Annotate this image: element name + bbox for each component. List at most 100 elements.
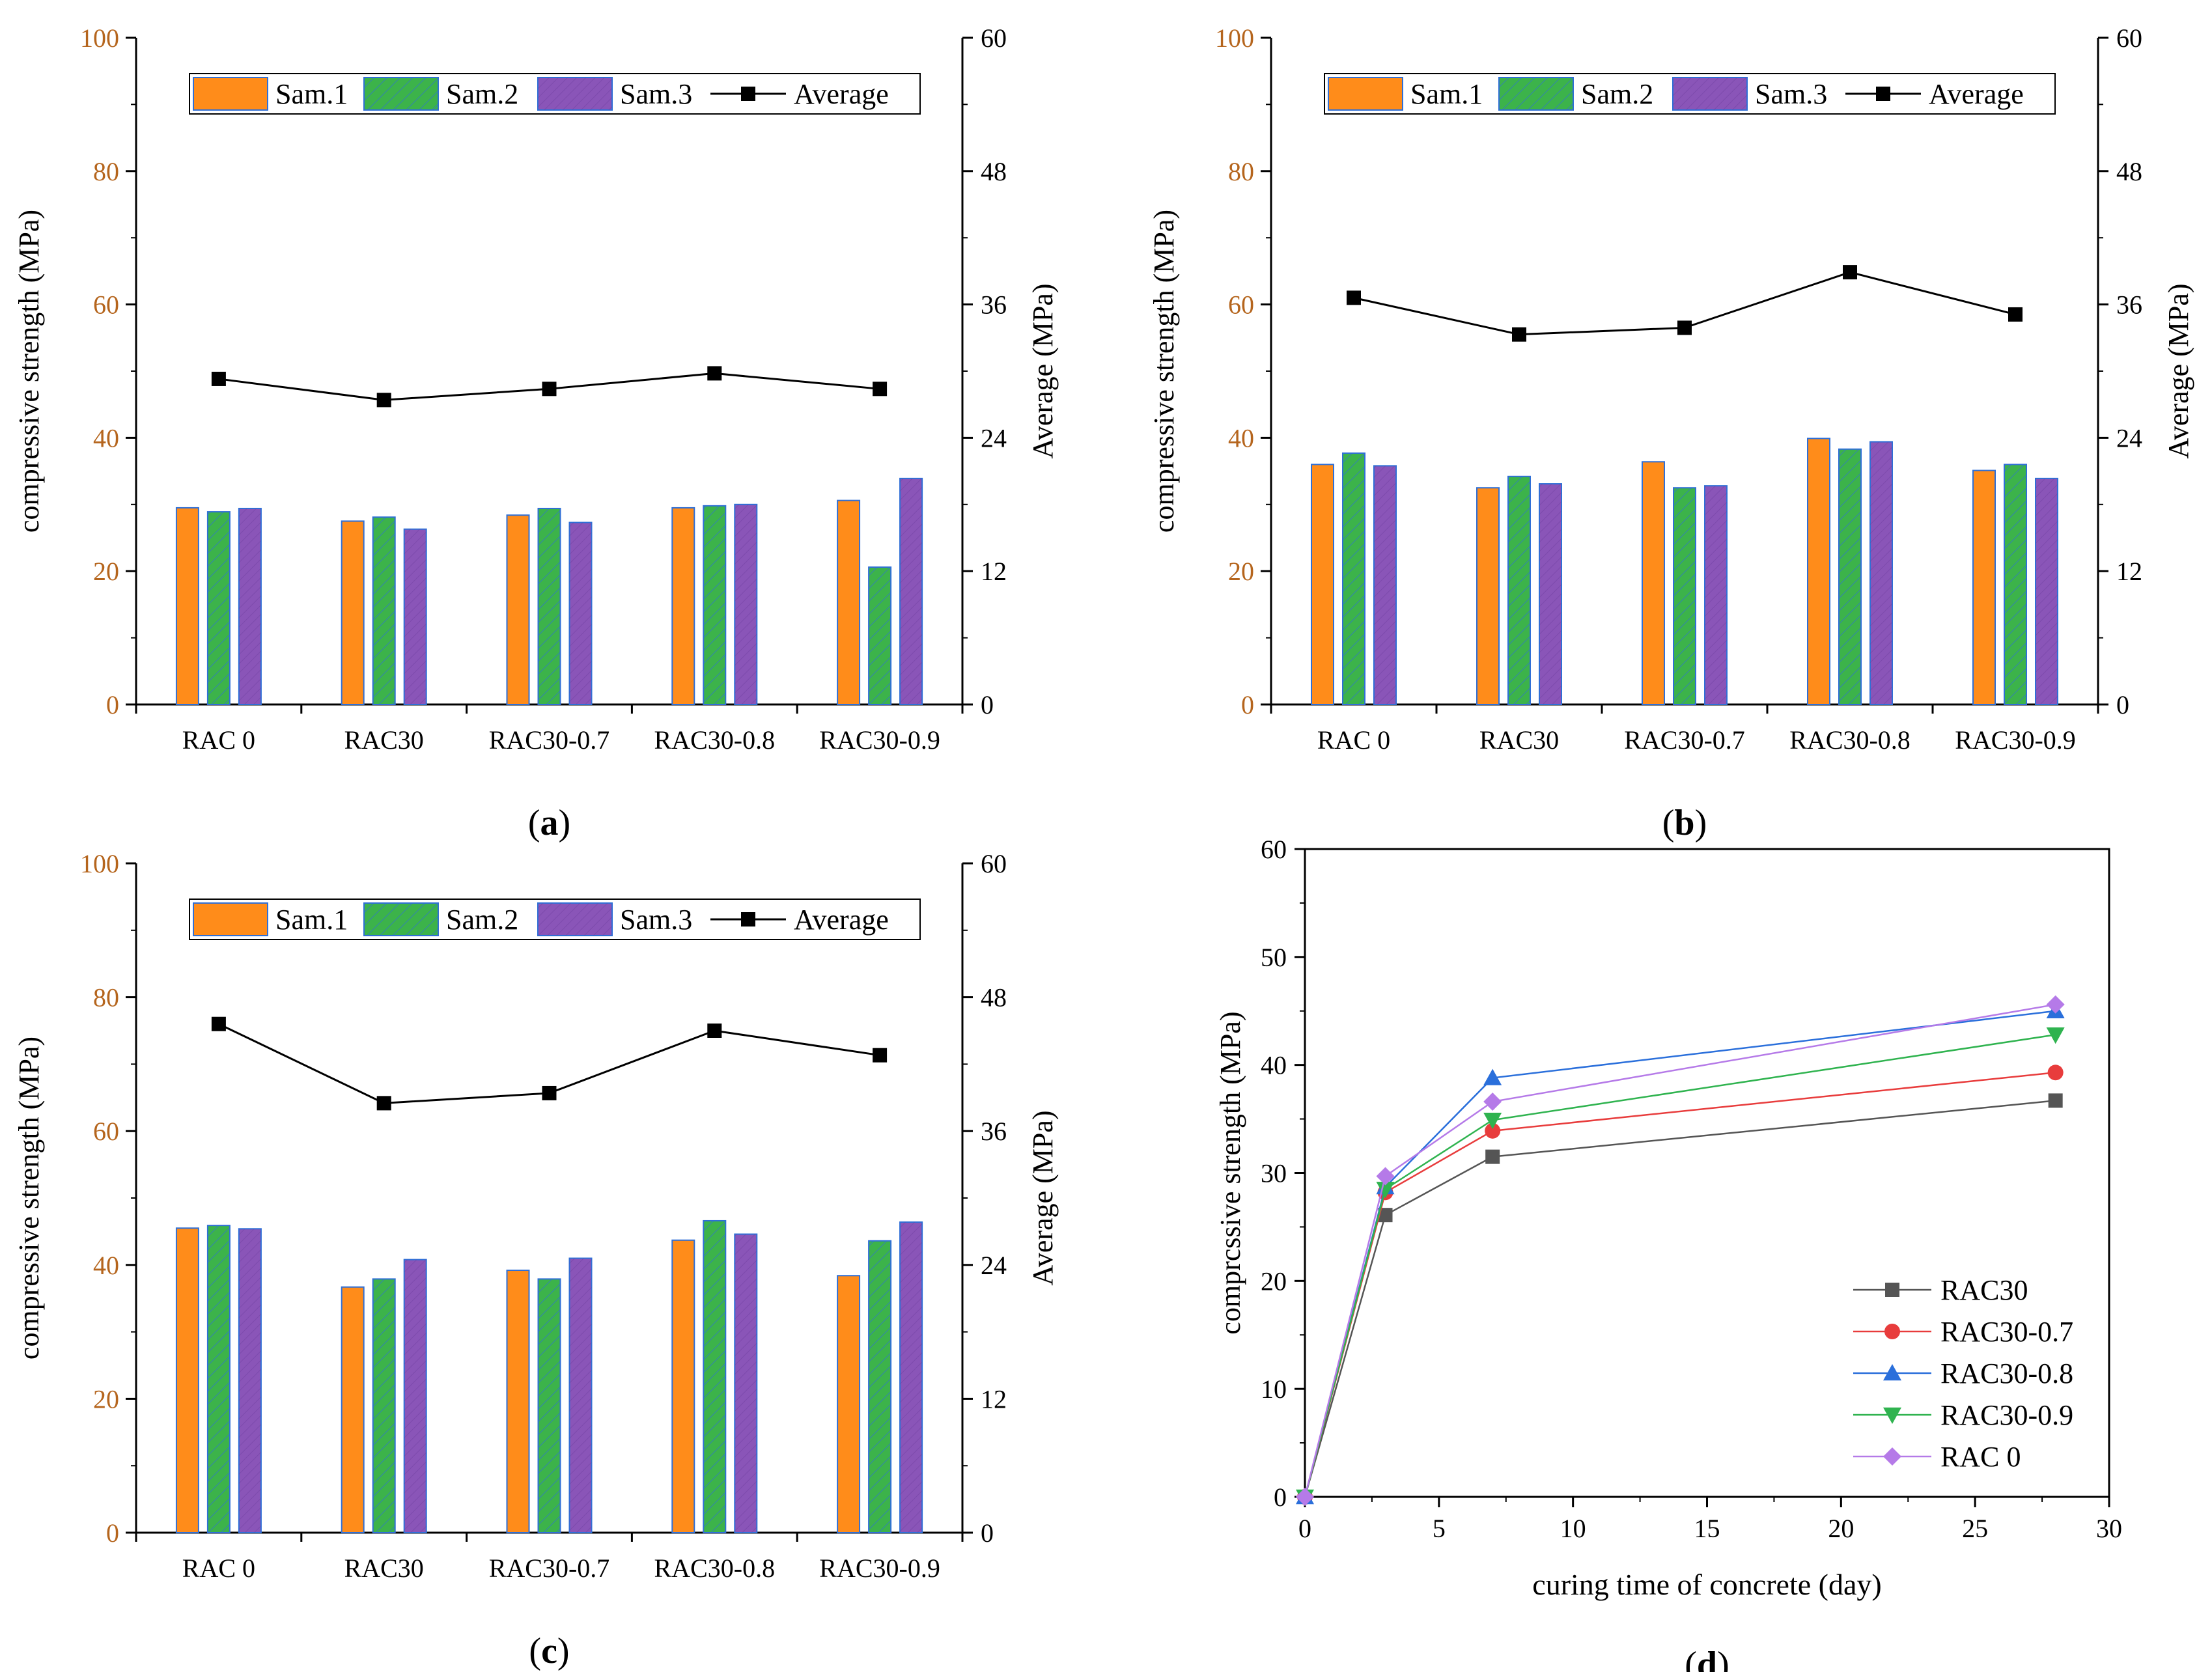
x-tick-label: RAC30-0.9: [1955, 725, 2076, 755]
y2-tick-label: 60: [2116, 23, 2142, 53]
bar-hatch: [2004, 464, 2026, 704]
marker-circle: [1485, 1122, 1501, 1139]
caption-part: ): [1717, 1645, 1729, 1672]
bar-hatch: [372, 1279, 395, 1533]
y2-tick-label: 0: [981, 1518, 994, 1548]
y-tick-label: 100: [1215, 23, 1254, 53]
bar-hatch: [703, 1220, 726, 1533]
y-tick-label: 20: [1228, 557, 1254, 586]
x-tick-label: RAC30: [344, 725, 424, 755]
y2-tick-label: 12: [2116, 557, 2142, 586]
average-point: [707, 366, 722, 381]
y2-tick-label: 0: [981, 690, 994, 719]
caption-part: b: [1674, 803, 1694, 843]
legend-label: Average: [794, 78, 889, 110]
bar-hatch: [538, 508, 561, 704]
y2-tick-label: 36: [981, 290, 1007, 320]
legend-label: RAC30-0.7: [1940, 1316, 2073, 1348]
legend-marker: [741, 912, 755, 927]
average-point: [1843, 265, 1857, 280]
legend-marker: [1876, 87, 1890, 101]
y2-tick-label: 12: [981, 1384, 1007, 1414]
bar-hatch: [372, 517, 395, 704]
average-point: [542, 1085, 557, 1100]
x-tick-label: RAC30-0.8: [654, 1554, 776, 1583]
y-tick-label: 80: [93, 983, 119, 1012]
bar: [837, 1275, 861, 1534]
average-point: [211, 371, 226, 386]
legend-label: Average: [1929, 78, 2024, 110]
y-tick-label: 100: [80, 849, 119, 878]
bar-hatch: [2036, 478, 2058, 704]
legend-swatch: [1328, 77, 1403, 111]
panel-caption: (c): [529, 1631, 569, 1671]
panel-caption: (a): [528, 803, 570, 843]
bar-hatch: [538, 1279, 561, 1533]
y-tick-label: 40: [93, 423, 119, 453]
average-point: [376, 393, 391, 408]
x-tick-label: 5: [1433, 1514, 1446, 1543]
bar-hatch: [1343, 453, 1365, 704]
x-tick-label: 10: [1560, 1514, 1586, 1543]
x-tick-label: RAC30-0.9: [819, 1554, 940, 1583]
x-axis-title: curing time of concrete (day): [1532, 1568, 1881, 1601]
marker-circle: [1884, 1324, 1900, 1339]
y-tick-label: 0: [106, 1518, 119, 1548]
y-tick-label: 100: [80, 23, 119, 53]
legend-label: Sam.3: [620, 78, 692, 110]
caption-part: ): [559, 803, 571, 843]
bar-hatch: [900, 478, 923, 704]
bar: [1807, 438, 1830, 705]
caption-part: (: [529, 1631, 541, 1671]
caption-part: (: [1662, 803, 1675, 843]
y-axis-title: compressive strength (MPa): [1148, 210, 1180, 533]
caption-part: a: [540, 803, 559, 843]
legend-swatch-hatch: [364, 77, 438, 110]
legend-swatch-hatch: [1673, 77, 1747, 110]
marker-square: [1885, 1283, 1899, 1297]
legend-label: RAC30-0.8: [1940, 1358, 2073, 1389]
marker-square: [2048, 1093, 2063, 1108]
y-tick-label: 60: [1261, 835, 1287, 864]
bar: [341, 1286, 365, 1533]
legend-swatch-hatch: [1499, 77, 1573, 110]
bar-hatch: [735, 1234, 757, 1533]
y-tick-label: 60: [1228, 290, 1254, 320]
legend-label: Sam.1: [275, 78, 348, 110]
x-tick-label: RAC30: [1479, 725, 1559, 755]
bar: [175, 507, 199, 705]
y2-tick-label: 48: [981, 983, 1007, 1012]
panel-d-line-chart: 0 10 20 30 40 50 60 0 5 10 15 20 25 30 curing time of …: [1214, 835, 2122, 1672]
legend-label: Sam.2: [1581, 78, 1653, 110]
panel-b-bar-chart: 0 20 40 60 80 100 0 12 24 36 48 60 RAC 0 RAC30 RAC30-0…: [1148, 23, 2194, 843]
marker-triangle-up: [1483, 1068, 1502, 1085]
series-line: [1304, 1033, 2056, 1498]
y-tick-label: 20: [93, 557, 119, 586]
bar-hatch: [1705, 486, 1727, 704]
x-tick-label: RAC30-0.7: [489, 725, 610, 755]
average-point: [873, 382, 888, 397]
bar-hatch: [207, 512, 230, 704]
x-tick-label: RAC 0: [182, 1554, 255, 1583]
x-tick-label: RAC30-0.9: [819, 725, 940, 755]
legend-label: Sam.2: [446, 78, 518, 110]
bar: [671, 1239, 695, 1534]
x-tick-label: RAC 0: [1317, 725, 1390, 755]
y2-axis-title: Average (MPa): [1027, 1110, 1059, 1285]
y-tick-label: 50: [1261, 943, 1287, 972]
legend-label: RAC30-0.9: [1940, 1399, 2073, 1431]
legend-marker: [741, 87, 755, 101]
x-tick-label: RAC30-0.8: [654, 725, 776, 755]
y2-tick-label: 48: [2116, 157, 2142, 186]
series-line: [1304, 1100, 2056, 1498]
y2-tick-label: 60: [981, 23, 1007, 53]
y2-tick-label: 0: [2116, 690, 2129, 719]
bar: [1642, 461, 1665, 705]
average-point: [1677, 320, 1692, 335]
bar: [1311, 464, 1334, 705]
legend-label: Sam.3: [620, 904, 692, 936]
average-point: [2008, 307, 2023, 322]
x-tick-label: RAC30-0.8: [1789, 725, 1911, 755]
y2-axis-title: Average (MPa): [2163, 283, 2194, 458]
bar-hatch: [1870, 441, 1892, 704]
